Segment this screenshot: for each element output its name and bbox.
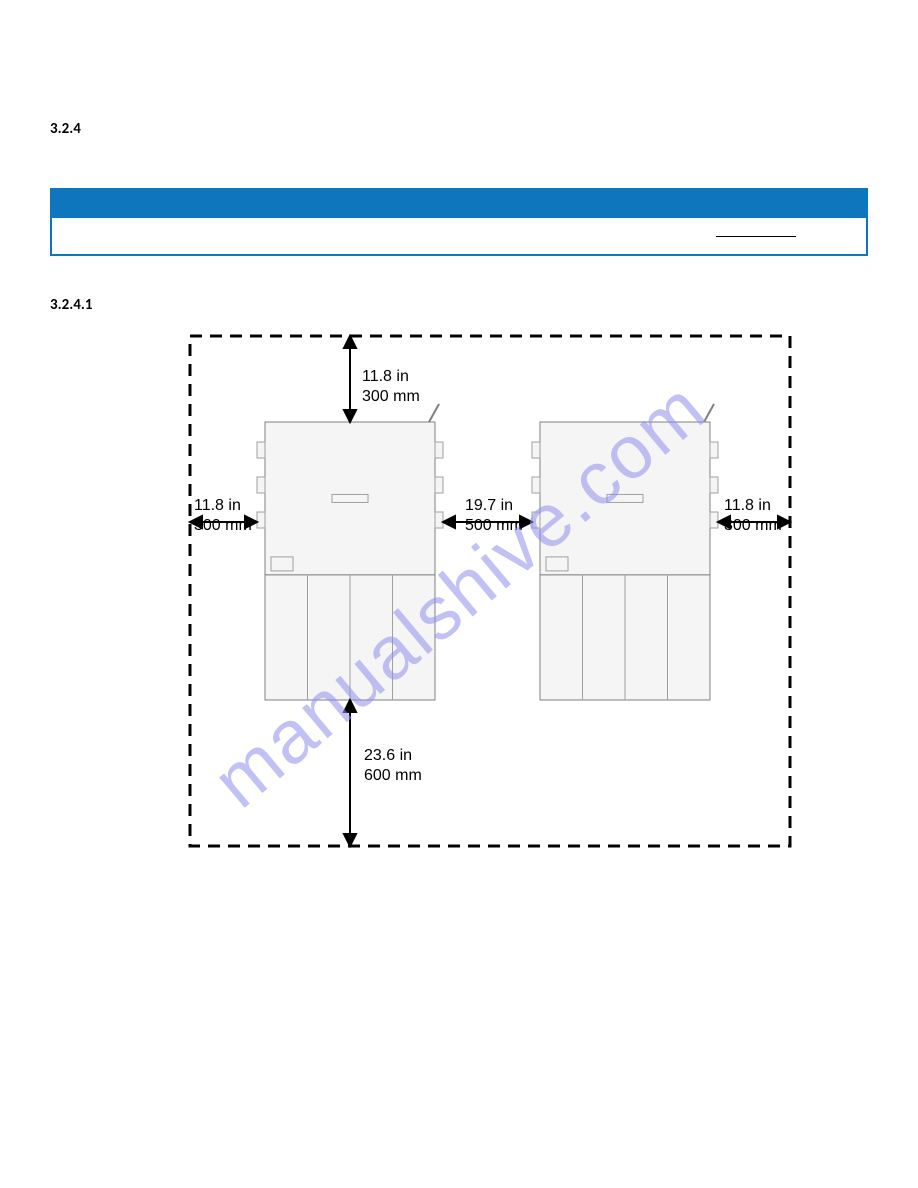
svg-text:11.8 in: 11.8 in <box>362 368 409 385</box>
notice-underline <box>716 236 796 237</box>
svg-text:300 mm: 300 mm <box>362 388 420 405</box>
notice-box <box>50 188 868 256</box>
section-number-2: 3.2.4.1 <box>50 296 868 314</box>
svg-text:600 mm: 600 mm <box>364 767 422 784</box>
clearance-diagram: 11.8 in 300 mm 11.8 in 300 mm 19.7 in 50… <box>180 326 800 866</box>
svg-text:11.8 in: 11.8 in <box>194 497 241 514</box>
svg-text:300 mm: 300 mm <box>724 517 782 534</box>
svg-text:300 mm: 300 mm <box>194 517 252 534</box>
page-content: 3.2.4 3.2.4.1 11.8 in 300 mm 11.8 in 300… <box>0 0 918 866</box>
svg-text:19.7 in: 19.7 in <box>465 497 513 514</box>
svg-text:500 mm: 500 mm <box>465 517 523 534</box>
svg-text:23.6 in: 23.6 in <box>364 747 412 764</box>
section-number-1: 3.2.4 <box>50 120 868 138</box>
svg-text:11.8 in: 11.8 in <box>724 497 771 514</box>
